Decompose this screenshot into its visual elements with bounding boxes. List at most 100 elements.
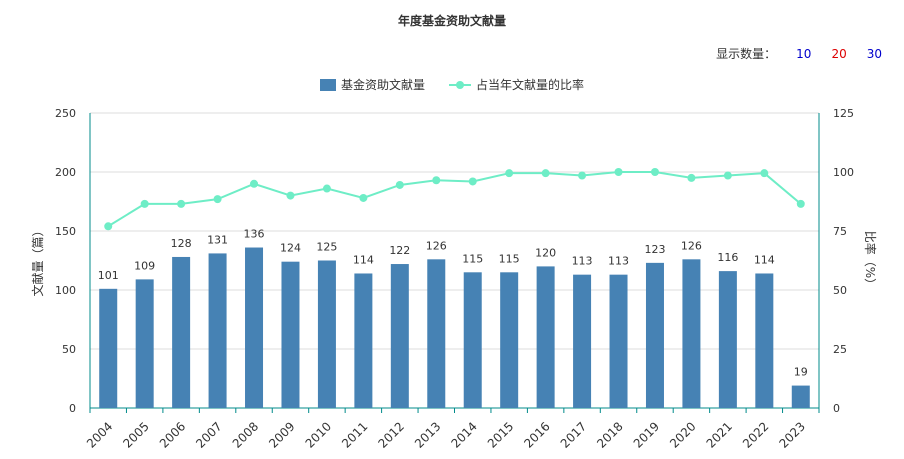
legend-line-label: 占当年文献量的比率 bbox=[476, 78, 585, 92]
bar bbox=[317, 260, 336, 408]
ratio-point bbox=[796, 199, 805, 208]
ratio-point bbox=[650, 168, 659, 176]
bar-value-label: 125 bbox=[316, 241, 337, 254]
x-tick-label: 2021 bbox=[704, 419, 735, 450]
bar bbox=[172, 256, 191, 408]
bar-value-label: 123 bbox=[644, 243, 665, 256]
ratio-point bbox=[614, 168, 623, 176]
x-tick-label: 2017 bbox=[558, 419, 589, 450]
x-tick-label: 2018 bbox=[594, 419, 625, 450]
bar-value-label: 126 bbox=[426, 239, 447, 252]
bar bbox=[573, 274, 592, 408]
bar-value-label: 128 bbox=[171, 237, 192, 250]
y-tick-label: 0 bbox=[69, 402, 76, 415]
y2-tick-label: 125 bbox=[833, 107, 854, 120]
bar bbox=[390, 264, 409, 408]
x-tick-label: 2009 bbox=[266, 419, 297, 450]
y-tick-label: 200 bbox=[55, 166, 76, 179]
bar-value-label: 136 bbox=[244, 228, 265, 241]
x-tick-label: 2013 bbox=[412, 419, 443, 450]
y2-tick-label: 0 bbox=[833, 402, 840, 415]
legend-item-bar[interactable]: 基金资助文献量 bbox=[319, 76, 425, 93]
legend-bar-label: 基金资助文献量 bbox=[340, 78, 425, 92]
x-tick-label: 2020 bbox=[667, 419, 698, 450]
y-tick-label: 100 bbox=[55, 284, 76, 297]
y-tick-label: 50 bbox=[62, 343, 76, 356]
display-count-option-10[interactable]: 10 bbox=[796, 46, 812, 61]
ratio-point bbox=[250, 179, 259, 188]
bar-value-label: 19 bbox=[794, 366, 808, 379]
bar-value-label: 116 bbox=[717, 251, 738, 264]
x-tick-label: 2005 bbox=[120, 419, 151, 450]
bar bbox=[354, 273, 373, 408]
ratio-line bbox=[107, 171, 802, 228]
bar bbox=[682, 259, 701, 408]
ratio-point bbox=[432, 176, 441, 185]
ratio-point bbox=[104, 222, 113, 231]
y2-tick-label: 50 bbox=[833, 284, 847, 297]
bar bbox=[718, 271, 737, 408]
bar-value-label: 124 bbox=[280, 242, 301, 255]
x-tick-label: 2004 bbox=[84, 419, 115, 450]
y-tick-label: 250 bbox=[55, 107, 76, 120]
bar bbox=[427, 259, 446, 408]
y-axis-title: 文献量（篇） bbox=[30, 224, 45, 296]
x-tick-label: 2007 bbox=[193, 419, 224, 450]
ratio-point bbox=[322, 184, 331, 193]
bar-value-label: 131 bbox=[207, 233, 228, 246]
display-count-option-20[interactable]: 20 bbox=[831, 46, 847, 61]
legend-item-line[interactable]: 占当年文献量的比率 bbox=[449, 76, 584, 93]
chart-title: 年度基金资助文献量 bbox=[397, 14, 506, 28]
ratio-point bbox=[723, 171, 732, 180]
bar bbox=[135, 279, 154, 408]
bar bbox=[281, 261, 300, 408]
legend-line-swatch bbox=[449, 79, 471, 91]
x-tick-label: 2019 bbox=[631, 419, 662, 450]
bar-value-label: 101 bbox=[98, 269, 119, 282]
ratio-point bbox=[140, 199, 149, 208]
x-tick-label: 2012 bbox=[376, 419, 407, 450]
ratio-point bbox=[505, 169, 514, 178]
x-tick-label: 2022 bbox=[740, 419, 771, 450]
ratio-point bbox=[578, 171, 587, 180]
bar bbox=[208, 253, 227, 408]
bar-value-label: 115 bbox=[499, 252, 520, 265]
ratio-point bbox=[395, 180, 404, 189]
bar bbox=[536, 266, 555, 408]
x-tick-label: 2023 bbox=[776, 419, 807, 450]
bar bbox=[755, 273, 774, 408]
y2-tick-label: 75 bbox=[833, 225, 847, 238]
y2-tick-label: 100 bbox=[833, 166, 854, 179]
ratio-point bbox=[687, 173, 696, 182]
bar-value-label: 114 bbox=[754, 253, 775, 266]
x-tick-label: 2008 bbox=[230, 419, 261, 450]
legend-bar-swatch bbox=[319, 78, 336, 91]
display-count-option-30[interactable]: 30 bbox=[866, 46, 882, 61]
bar bbox=[500, 272, 519, 408]
bar-value-label: 109 bbox=[134, 259, 155, 272]
x-tick-label: 2011 bbox=[339, 419, 370, 450]
x-tick-label: 2015 bbox=[485, 419, 516, 450]
x-tick-label: 2014 bbox=[448, 419, 479, 450]
bar bbox=[245, 247, 264, 408]
y-tick-label: 150 bbox=[55, 225, 76, 238]
ratio-point bbox=[359, 193, 368, 202]
ratio-point bbox=[541, 169, 550, 178]
ratio-point bbox=[213, 195, 222, 204]
display-count-selector: 显示数量： 10 20 30 bbox=[716, 45, 882, 62]
bar-value-label: 113 bbox=[572, 255, 593, 268]
ratio-point bbox=[177, 199, 186, 208]
bar-value-label: 120 bbox=[535, 246, 556, 259]
x-tick-label: 2010 bbox=[303, 419, 334, 450]
ratio-point bbox=[760, 169, 769, 178]
bar bbox=[645, 262, 664, 408]
ratio-point bbox=[468, 177, 477, 186]
bar-value-label: 115 bbox=[462, 252, 483, 265]
bar bbox=[791, 385, 810, 408]
bar bbox=[609, 274, 628, 408]
bar bbox=[99, 288, 118, 408]
bar-value-label: 122 bbox=[389, 244, 410, 257]
ratio-point bbox=[286, 191, 295, 200]
bar-value-label: 113 bbox=[608, 255, 629, 268]
